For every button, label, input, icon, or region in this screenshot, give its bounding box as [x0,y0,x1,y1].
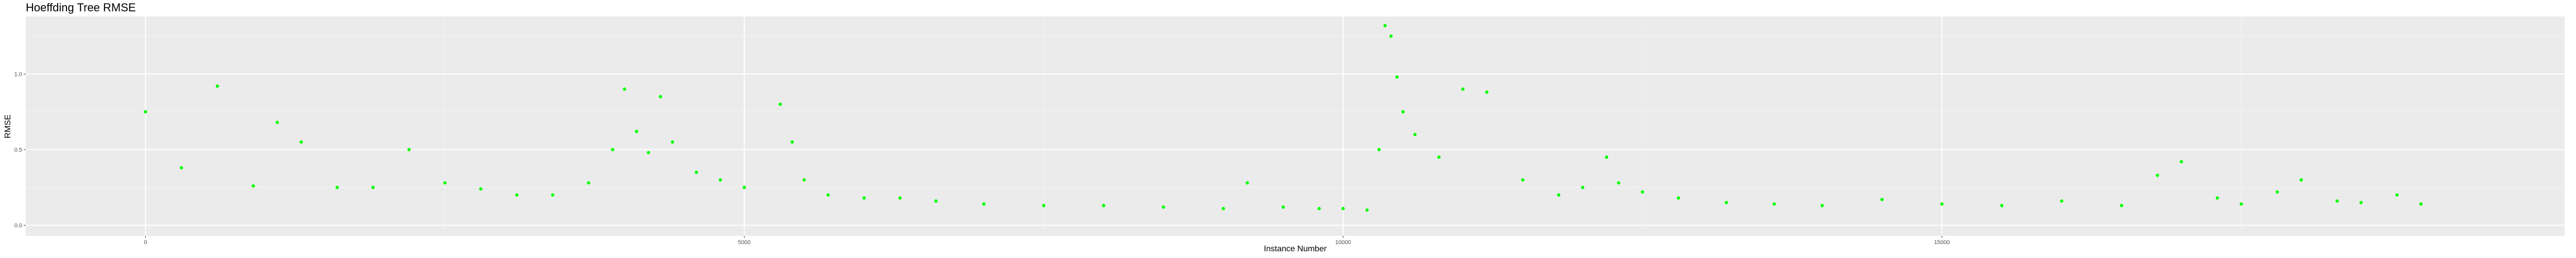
data-point [1162,205,1165,209]
data-point [1365,208,1369,212]
data-point [719,178,722,182]
data-point [2000,204,2004,207]
data-point [2419,202,2423,206]
data-point [647,151,650,154]
data-point [671,140,674,144]
data-point [1341,207,1345,211]
plot-panel [26,17,2565,236]
data-point [1605,155,1608,159]
data-point [1724,201,1728,204]
y-tick-label: 0.5 [14,147,22,153]
data-point [479,187,483,191]
data-point [1940,202,1944,206]
data-point [335,186,339,189]
data-point [515,193,519,197]
data-point [2395,193,2399,197]
data-point [2179,160,2183,164]
data-point [802,178,806,182]
data-point [1772,202,1776,206]
minor-gridlines [26,17,2565,236]
data-point [2156,173,2159,177]
x-axis-ticks: 0 5000 10000 15000 [144,236,1950,246]
data-point [2335,199,2339,203]
major-gridlines [26,17,2565,236]
data-point [144,110,147,114]
y-tick-label: 1.0 [14,71,22,77]
data-point [623,87,626,91]
data-point [2359,201,2363,204]
data-point [1485,90,1489,94]
y-axis-ticks: 0.0 0.5 1.0 [14,71,26,229]
data-point [898,196,902,200]
data-point [934,199,938,203]
data-point [2275,190,2279,194]
data-point [443,181,447,185]
data-point [694,170,698,174]
data-point [251,184,255,188]
data-point [1383,24,1387,27]
data-point [1377,148,1381,152]
data-point [1521,178,1524,182]
x-tick-label: 5000 [738,239,750,246]
chart-title: Hoeffding Tree RMSE [26,1,136,14]
data-point [1389,34,1393,38]
data-point [179,166,183,170]
data-point [407,148,411,152]
data-point [611,148,615,152]
data-point [1101,204,1106,207]
data-point [2215,196,2219,200]
data-point [1395,75,1399,79]
data-point [1042,204,1046,207]
x-tick-label: 15000 [1934,239,1950,246]
data-point [862,196,866,200]
data-point [1581,186,1585,189]
data-point [742,186,746,189]
data-point [1640,190,1645,194]
y-axis-title: RMSE [4,115,12,138]
data-point [2060,199,2063,203]
data-point [371,186,375,189]
data-point [658,95,663,99]
data-point [1413,133,1417,136]
x-tick-label: 0 [144,239,147,246]
data-point [1401,110,1405,114]
x-axis-title: Instance Number [1264,245,1327,253]
data-point [275,120,279,124]
data-point [1461,87,1465,91]
data-point [1437,155,1441,159]
data-point [778,102,782,106]
data-point [1880,198,1884,201]
data-point [1617,181,1620,185]
data-point [635,130,638,133]
data-point [587,181,590,185]
data-point [1557,193,1561,197]
data-point [982,202,986,206]
data-point [790,140,794,144]
data-point [1222,207,1225,211]
data-point [1245,181,1249,185]
data-point [826,193,830,197]
data-point [215,84,219,88]
data-point [1317,207,1321,211]
data-point [1820,204,1824,207]
data-points [144,24,2423,212]
data-point [1676,196,1681,200]
x-tick-label: 10000 [1335,239,1351,246]
data-point [551,193,554,197]
data-point [299,140,303,144]
data-point [2299,178,2303,182]
data-point [2240,202,2243,206]
data-point [1281,205,1285,209]
y-tick-label: 0.0 [14,222,22,229]
data-point [2120,204,2124,207]
